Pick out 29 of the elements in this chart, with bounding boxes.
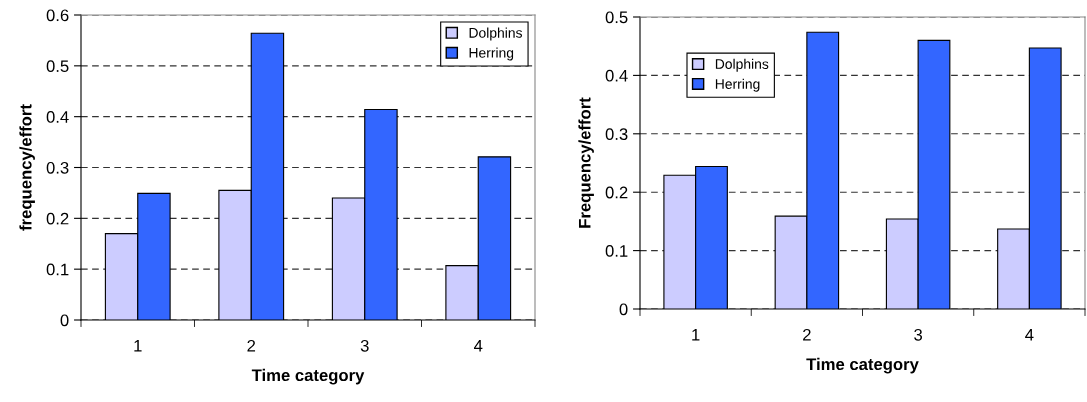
x-axis-title: Time category xyxy=(806,357,919,374)
y-tick-label: 0.2 xyxy=(46,212,69,225)
x-tick-label: 3 xyxy=(914,328,923,341)
y-tick-label: 0.3 xyxy=(46,161,69,174)
x-tick-label: 4 xyxy=(1025,329,1034,341)
y-tick-label: 0.1 xyxy=(46,263,69,276)
legend-label: Dolphins xyxy=(715,58,769,72)
x-axis-title: Time category xyxy=(251,368,365,385)
legend-label: Herring xyxy=(469,47,514,61)
y-tick-label: 0.4 xyxy=(605,69,628,82)
legend-label: Dolphins xyxy=(469,27,522,41)
x-tick-label: 3 xyxy=(360,339,369,352)
x-tick-label: 1 xyxy=(134,340,142,352)
y-tick-label: 0 xyxy=(619,303,628,316)
y-axis-title: frequency/effort xyxy=(19,104,35,231)
x-tick-label: 1 xyxy=(692,329,700,341)
y-tick-label: 0 xyxy=(60,314,69,327)
x-tick-label: 4 xyxy=(474,340,483,352)
y-tick-label: 0.3 xyxy=(605,128,628,140)
y-tick-label: 0.1 xyxy=(605,245,628,257)
y-tick-label: 0.4 xyxy=(46,111,69,123)
x-tick-label: 2 xyxy=(247,339,256,352)
y-tick-label: 0.5 xyxy=(46,60,69,73)
y-tick-label: 0.5 xyxy=(605,11,628,24)
y-tick-label: 0.6 xyxy=(46,9,69,22)
y-axis-title: Frequency/effort xyxy=(578,97,594,228)
legend-label: Herring xyxy=(715,78,760,92)
y-tick-label: 0.2 xyxy=(605,186,628,199)
x-tick-label: 2 xyxy=(803,328,811,341)
